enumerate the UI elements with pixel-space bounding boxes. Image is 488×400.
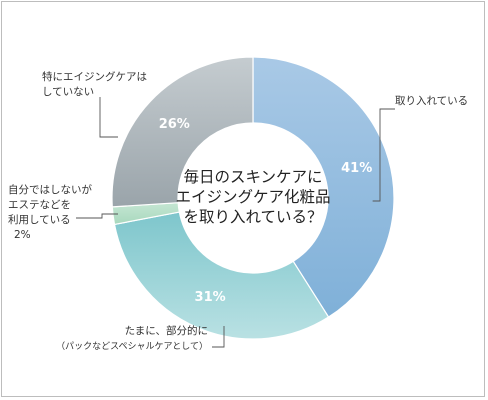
slice-label-line: 取り入れている — [395, 95, 468, 107]
center-title-line: エイジングケア化粧品 — [175, 188, 330, 206]
leader-lines-group — [76, 97, 395, 348]
slice-label-line: 自分ではしないが — [8, 183, 92, 196]
slice-label-0: 取り入れている — [395, 95, 468, 107]
slice-label-line: していない — [42, 86, 94, 98]
slice-label-1: たまに、部分的に （パックなどスペシャルケアとして） — [56, 324, 208, 352]
slice-label-line: エステなどを — [8, 199, 71, 211]
center-title-line: を取り入れている？ — [183, 208, 322, 226]
leader-line-2 — [76, 213, 118, 219]
percent-label-0: 41% — [341, 161, 372, 176]
leader-line-0 — [372, 108, 395, 202]
percent-label-3: 26% — [159, 117, 190, 132]
leader-line-3 — [99, 97, 118, 138]
slice-1 — [113, 211, 330, 340]
percent-label-1: 31% — [195, 290, 226, 305]
center-title-line: 毎日のスキンケアに — [183, 168, 322, 186]
slice-label-line: たまに、部分的に — [125, 324, 208, 337]
slice-label-line: 特にエイジングケアは — [42, 70, 147, 83]
slice-3 — [111, 56, 254, 208]
leader-line-1 — [212, 326, 225, 348]
slice-label-line: （パックなどスペシャルケアとして） — [56, 341, 208, 352]
slice-label-line: 利用している — [8, 214, 71, 226]
slice-0 — [252, 56, 395, 318]
slices-group — [111, 56, 395, 340]
percent-labels-group: 41% 31% 26% — [159, 117, 373, 305]
slice-label-line: 2% — [14, 229, 31, 241]
